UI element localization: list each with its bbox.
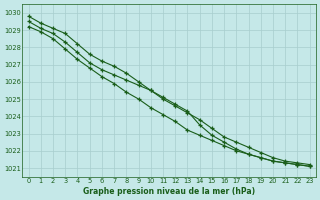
X-axis label: Graphe pression niveau de la mer (hPa): Graphe pression niveau de la mer (hPa)	[83, 187, 255, 196]
